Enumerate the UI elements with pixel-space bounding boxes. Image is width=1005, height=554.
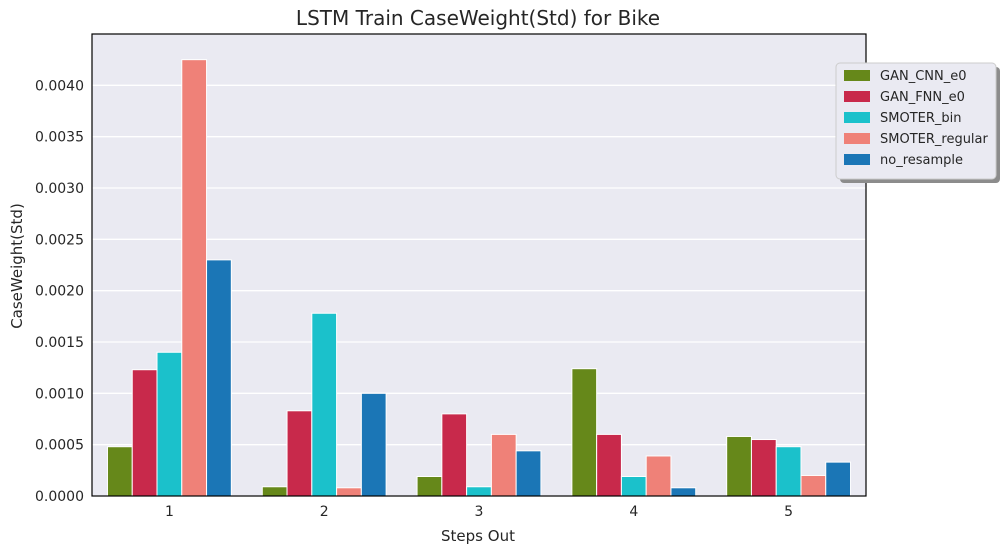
legend-label: no_resample xyxy=(880,153,963,168)
bar-gan-fnn-e0-step-2 xyxy=(286,410,313,497)
plot-frame xyxy=(91,33,867,497)
bar-smoter-regular-step-1 xyxy=(181,59,208,497)
y-tick-label: 0.0005 xyxy=(35,438,84,454)
y-tick-label: 0.0010 xyxy=(35,386,84,402)
bar-smoter-regular-step-4 xyxy=(645,455,672,497)
bar-gan-fnn-e0-step-4 xyxy=(596,433,622,497)
bar-smoter-bin-step-3 xyxy=(466,486,492,497)
bar-no-resample-step-3 xyxy=(515,450,542,497)
y-tick-label: 0.0025 xyxy=(35,232,84,248)
x-tick-label: 3 xyxy=(475,504,484,520)
legend-swatch xyxy=(844,112,870,123)
x-axis-title: Steps Out xyxy=(441,527,515,545)
bar-smoter-regular-step-2 xyxy=(336,487,362,497)
bar-gan-fnn-e0-step-1 xyxy=(131,369,158,497)
legend-swatch xyxy=(844,70,870,81)
y-tick-label: 0.0040 xyxy=(35,78,84,94)
x-tick-label: 2 xyxy=(320,504,329,520)
x-tick-labels: 1 2 3 4 5 xyxy=(165,504,793,520)
bar-smoter-bin-step-2 xyxy=(311,312,338,497)
bar-gan-cnn-e0-step-1 xyxy=(106,446,133,497)
x-tick-label: 5 xyxy=(784,504,793,520)
bar-no-resample-step-2 xyxy=(360,392,387,497)
legend: GAN_CNN_e0 GAN_FNN_e0 SMOTER_bin SMOTER_reg… xyxy=(835,62,1000,183)
legend-label: SMOTER_regular xyxy=(880,132,989,147)
legend-box xyxy=(835,62,997,180)
chart-title: LSTM Train CaseWeight(Std) for Bike xyxy=(296,6,660,30)
bar-smoter-bin-step-1 xyxy=(156,351,183,497)
bars xyxy=(106,59,852,497)
y-tick-label: 0.0020 xyxy=(35,284,84,300)
y-tick-label: 0.0035 xyxy=(35,130,84,146)
legend-label: SMOTER_bin xyxy=(880,111,962,126)
bar-no-resample-step-5 xyxy=(825,461,852,497)
bar-smoter-regular-step-3 xyxy=(490,433,517,497)
bar-no-resample-step-4 xyxy=(670,487,697,497)
y-tick-label: 0.0015 xyxy=(35,335,84,351)
bar-smoter-regular-step-5 xyxy=(800,474,827,497)
bar-smoter-bin-step-5 xyxy=(775,446,802,497)
legend-swatch xyxy=(844,133,870,144)
y-tick-labels: 0.0000 0.0005 0.0010 0.0015 0.0020 0.0025 0.00… xyxy=(35,78,84,505)
x-tick-label: 1 xyxy=(165,504,174,520)
bar-smoter-bin-step-4 xyxy=(620,475,647,497)
bar-gan-fnn-e0-step-5 xyxy=(750,439,777,497)
y-axis-title: CaseWeight(Std) xyxy=(8,203,26,329)
legend-label: GAN_CNN_e0 xyxy=(880,69,967,84)
bar-gan-cnn-e0-step-3 xyxy=(416,475,443,497)
legend-label: GAN_FNN_e0 xyxy=(880,90,965,105)
x-tick-label: 4 xyxy=(629,504,638,520)
bar-gan-fnn-e0-step-3 xyxy=(441,413,468,497)
bar-gan-cnn-e0-step-5 xyxy=(726,435,752,497)
bar-no-resample-step-1 xyxy=(206,259,232,497)
legend-swatch xyxy=(844,154,870,165)
legend-swatch xyxy=(844,91,870,102)
bar-gan-cnn-e0-step-4 xyxy=(571,368,598,497)
y-tick-label: 0.0030 xyxy=(35,181,84,197)
y-tick-label: 0.0000 xyxy=(35,489,84,505)
bar-gan-cnn-e0-step-2 xyxy=(261,486,288,497)
